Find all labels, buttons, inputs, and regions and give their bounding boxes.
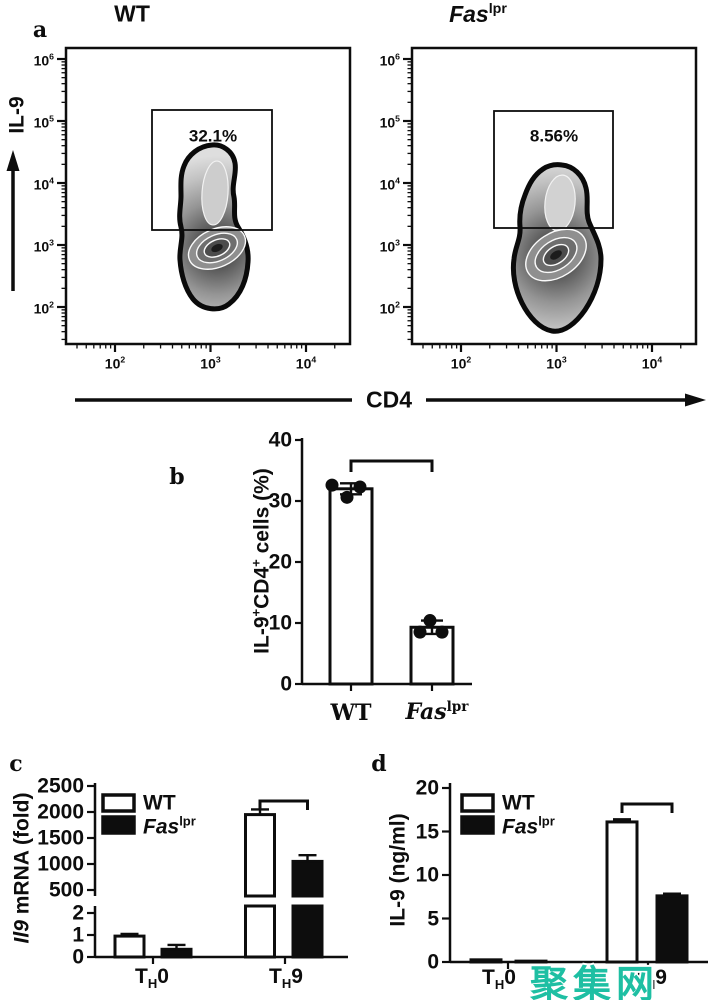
d-y-tick-label: 10 [415,863,439,887]
d-legend-label-wt: WT [502,791,535,815]
b-data-point [340,490,354,504]
b-category-wt: WT [330,700,372,726]
b-data-point [325,478,339,492]
d-y-tick-label: 20 [415,776,439,800]
c-category-th0: TH0 [135,964,169,992]
contour-ring [211,243,223,253]
c-y-tick-label: 2500 [37,774,84,798]
gate-percentage: 32.1% [188,126,238,146]
b-data-point [423,614,437,628]
d-y-tick-label: 5 [427,907,439,930]
c-y-tick-label: 0 [72,945,84,969]
c-y-tick-label: 1500 [37,826,84,850]
panel-a-letter: a [32,17,48,43]
b-data-point [435,625,449,639]
significance-bracket [620,802,674,813]
panel-d-letter: d [371,751,387,777]
y-tick-label: 106 [379,51,400,69]
y-tick-label: 104 [33,175,54,193]
c-legend-swatch-fas [101,815,136,835]
y-tick-label: 103 [33,237,54,255]
c-y-tick-label: 2 [72,901,84,925]
c-y-tick-label: 2000 [37,800,84,824]
flow-plot-frame [64,46,352,346]
d-legend-label-fas: Faslpr [502,813,555,839]
c-bar-lower [244,904,276,959]
b-y-tick-label: 40 [268,428,292,452]
il9-axis-arrowhead [6,150,20,171]
flow-plot-frame [410,46,698,346]
y-tick-label: 105 [379,113,400,131]
x-tick-label: 104 [641,354,663,372]
c-legend-swatch-wt [101,793,136,813]
gate-rect [493,110,614,229]
b-y-tick-label: 20 [268,550,292,574]
d-bar [469,958,503,964]
c-y-tick-label: 1 [72,923,84,947]
c-legend-label-wt: WT [143,791,176,815]
contour-ring [550,250,562,260]
b-data-point [413,625,427,639]
d-category-th9: TH9 [633,965,667,993]
y-tick-label: 103 [379,237,400,255]
x-tick-label: 103 [200,354,221,372]
panel-b-letter: b [169,464,185,490]
c-bar-lower [291,904,324,959]
contour-upper-lobe [201,160,229,226]
x-tick-label: 104 [295,354,317,372]
gate-percentage: 8.56% [529,126,579,146]
b-bar [328,487,374,686]
gate-rect [151,109,273,231]
c-bar-upper [291,859,324,898]
c-legend-label-fas: Faslpr [143,813,196,839]
x-axis-label-cd4: CD4 [365,386,413,413]
y-tick-label: 106 [33,51,54,69]
b-data-point [353,480,367,494]
b-category-fas: Faslpr [405,698,469,726]
x-tick-label: 102 [104,354,126,372]
d-legend-swatch-wt [460,793,495,813]
d-bar [605,820,639,964]
d-category-th0: TH0 [482,965,516,993]
cd4-axis-arrowhead [685,393,706,407]
significance-bracket [349,459,434,472]
x-tick-label: 102 [450,354,472,372]
significance-bracket [258,799,309,810]
y-tick-label: 104 [379,175,400,193]
panel-c-letter: c [9,751,23,777]
watermark: 聚集网 [530,964,660,1000]
d-bar [655,894,689,964]
c-y-axis-label: Il9 mRNA (fold) [10,792,34,944]
c-y-tick-label: 1000 [37,852,84,876]
d-y-tick-label: 0 [427,950,439,974]
d-y-axis-label: IL-9 (ng/ml) [386,813,410,927]
c-bar-upper [244,813,276,898]
b-y-axis-label: IL-9+CD4+ cells (%) [248,468,274,654]
d-bar [514,959,548,964]
flow-title: WT [114,0,150,27]
b-y-tick-label: 0 [280,672,292,696]
y-axis-label-il9: IL-9 [5,96,29,134]
c-y-tick-label: 500 [48,878,84,902]
c-bar [113,934,146,959]
d-legend-swatch-fas [460,815,495,835]
c-bar [160,947,193,959]
flow-title: Faslpr [449,0,507,27]
b-y-tick-label: 10 [268,611,292,635]
c-category-th9: TH9 [269,964,303,992]
x-tick-label: 103 [546,354,567,372]
y-tick-label: 102 [379,299,400,317]
y-tick-label: 102 [33,299,54,317]
y-tick-label: 105 [33,113,54,131]
d-y-tick-label: 15 [415,820,439,843]
b-y-tick-label: 30 [268,489,292,513]
